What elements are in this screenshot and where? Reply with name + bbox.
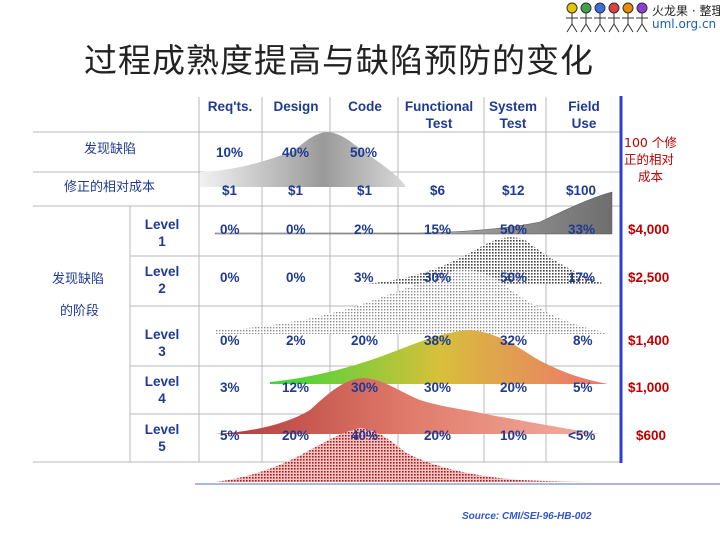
level-value: 12% — [282, 380, 309, 395]
level-value: 0% — [220, 222, 240, 237]
level-value: 0% — [220, 333, 240, 348]
level-value: 5% — [573, 380, 593, 395]
level-cost: $2,500 — [628, 270, 669, 285]
header-functional: Functional — [405, 99, 473, 114]
level-number: 4 — [158, 391, 166, 406]
level-number: 3 — [158, 344, 166, 359]
level-cost: $4,000 — [628, 222, 669, 237]
curve-level-3 — [215, 269, 605, 334]
label-stage-2: 的阶段 — [60, 303, 99, 319]
curve-level-3-green — [270, 330, 608, 384]
level-label: Level — [145, 374, 180, 389]
curve-level-2 — [215, 237, 605, 284]
level-cost: $1,000 — [628, 380, 669, 395]
level-value: 15% — [424, 222, 451, 237]
cost-value: $1 — [357, 183, 373, 198]
level-value: 30% — [351, 380, 378, 395]
label-defects-found: 发现缺陷 — [84, 141, 136, 157]
level-value: 20% — [351, 333, 378, 348]
level-value: 50% — [500, 270, 527, 285]
level-number: 5 — [158, 439, 166, 454]
level-value: 3% — [354, 270, 374, 285]
curve-defects-found — [200, 132, 405, 187]
level-label: Level — [145, 327, 180, 342]
level-value: 33% — [568, 222, 595, 237]
level-value: <5% — [568, 428, 595, 443]
found-value: 10% — [216, 145, 243, 160]
header-field: Field — [568, 99, 600, 114]
header-reqts: Req'ts. — [208, 99, 252, 114]
level-value: 20% — [282, 428, 309, 443]
level-value: 0% — [286, 270, 306, 285]
label-relative-cost: 修正的相对成本 — [64, 179, 155, 195]
right-header-2: 正的相对 — [624, 152, 674, 167]
page-title: 过程成熟度提高与缺陷预防的变化 — [84, 41, 594, 80]
level-value: 50% — [500, 222, 527, 237]
level-value: 17% — [568, 270, 595, 285]
curve-level-5 — [215, 428, 605, 482]
cost-value: $1 — [288, 183, 304, 198]
row-defects-found: 10% 40% 50% — [216, 145, 377, 160]
cost-value: $100 — [566, 183, 596, 198]
level-value: 10% — [500, 428, 527, 443]
level-value: 30% — [424, 380, 451, 395]
level-value: 38% — [424, 333, 451, 348]
level-value: 20% — [424, 428, 451, 443]
level-value: 0% — [286, 222, 306, 237]
label-stage-1: 发现缺陷 — [52, 271, 104, 287]
level-value: 0% — [220, 270, 240, 285]
column-headers: Req'ts. Design Code Functional Test Syst… — [208, 99, 600, 131]
logo-url: uml.org.cn — [652, 17, 717, 31]
level-value: 20% — [500, 380, 527, 395]
level-value: 8% — [573, 333, 593, 348]
level-label: Level — [145, 264, 180, 279]
curve-level-1 — [214, 191, 613, 235]
found-value: 40% — [282, 145, 309, 160]
header-design: Design — [273, 99, 318, 114]
logo-figures-icon — [566, 2, 648, 33]
level-row-3: Level 3 0% 2% 20% 38% 32% 8% $1,400 — [145, 327, 670, 359]
right-header-3: 成本 — [638, 169, 664, 184]
cost-value: $1 — [222, 183, 238, 198]
header-system-2: Test — [500, 116, 527, 131]
level-value: 32% — [500, 333, 527, 348]
level-row-4: Level 4 3% 12% 30% 30% 20% 5% $1,000 — [145, 374, 670, 406]
row-relative-cost: $1 $1 $1 $6 $12 $100 — [222, 183, 596, 198]
header-field-2: Use — [572, 116, 597, 131]
level-row-2: Level 2 0% 0% 3% 30% 50% 17% $2,500 — [145, 264, 670, 296]
header-functional-2: Test — [426, 116, 453, 131]
cost-value: $6 — [430, 183, 446, 198]
level-label: Level — [145, 217, 180, 232]
found-value: 50% — [350, 145, 377, 160]
level-value: 30% — [424, 270, 451, 285]
level-value: 3% — [220, 380, 240, 395]
level-cost: $600 — [636, 428, 666, 443]
header-code: Code — [348, 99, 382, 114]
level-value: 2% — [286, 333, 306, 348]
level-cost: $1,400 — [628, 333, 669, 348]
header-system: System — [489, 99, 537, 114]
level-row-5: Level 5 5% 20% 40% 20% 10% <5% $600 — [145, 422, 666, 454]
cost-value: $12 — [502, 183, 525, 198]
right-header-1: 100 个修 — [624, 135, 677, 150]
source-note: Source: CMI/SEI-96-HB-002 — [462, 511, 592, 522]
level-value: 2% — [354, 222, 374, 237]
level-number: 2 — [158, 281, 166, 296]
curve-level-4 — [215, 378, 600, 434]
level-value: 40% — [351, 428, 378, 443]
level-row-1: Level 1 0% 0% 2% 15% 50% 33% $4,000 — [145, 217, 670, 249]
level-label: Level — [145, 422, 180, 437]
logo-text: 火龙果 · 整理 — [652, 4, 720, 18]
level-number: 1 — [158, 234, 166, 249]
level-value: 5% — [220, 428, 240, 443]
